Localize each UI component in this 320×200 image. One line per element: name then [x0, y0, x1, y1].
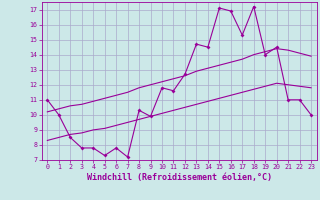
X-axis label: Windchill (Refroidissement éolien,°C): Windchill (Refroidissement éolien,°C): [87, 173, 272, 182]
